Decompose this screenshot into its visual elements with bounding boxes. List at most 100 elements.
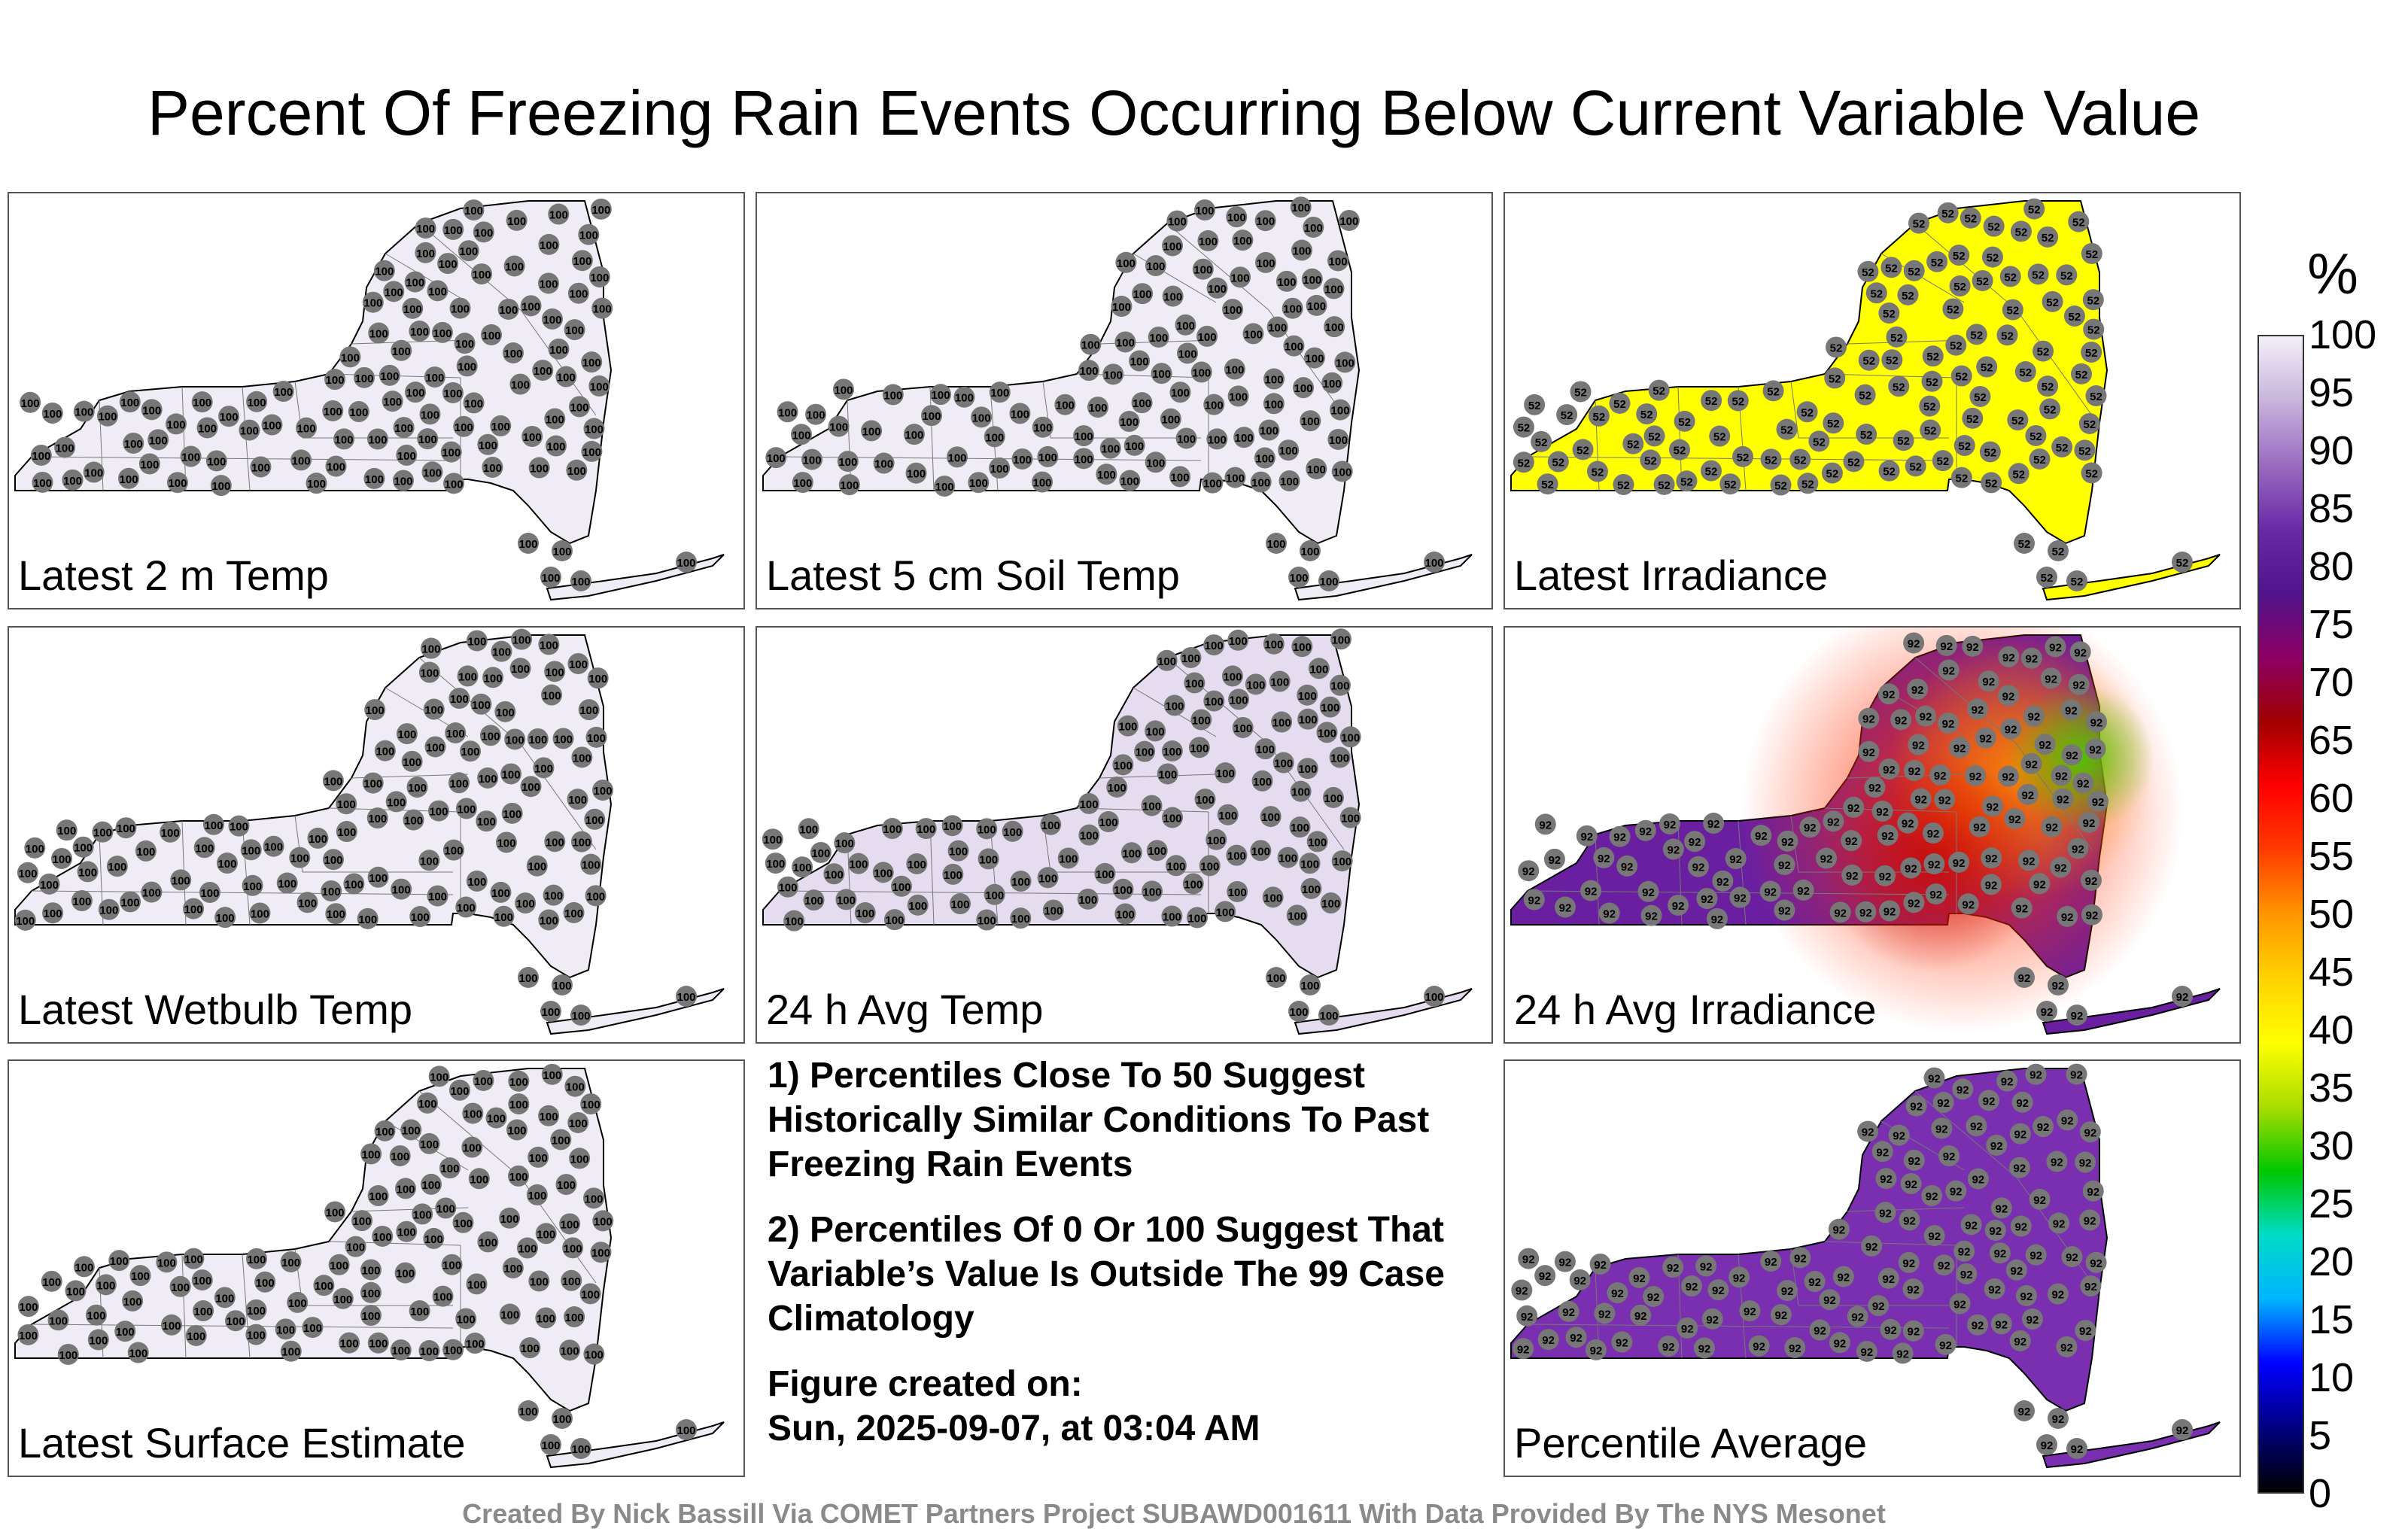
station-value: 100 xyxy=(307,478,326,491)
station-value: 100 xyxy=(917,823,935,836)
station-marker xyxy=(454,333,476,354)
station-marker xyxy=(1299,853,1321,874)
station-marker xyxy=(324,369,346,391)
station-value: 100 xyxy=(1233,235,1252,248)
station-value: 100 xyxy=(116,1326,135,1339)
station-value: 92 xyxy=(2039,739,2051,752)
station-marker xyxy=(1857,260,1879,282)
station-value: 52 xyxy=(2056,442,2069,454)
station-value: 92 xyxy=(1995,1318,2008,1331)
state-outline xyxy=(14,634,613,979)
station-marker xyxy=(528,1270,550,1292)
station-value: 100 xyxy=(391,1150,409,1163)
station-marker xyxy=(379,364,400,386)
station-marker xyxy=(1729,886,1751,908)
station-value: 100 xyxy=(326,1206,345,1219)
station-value: 92 xyxy=(1797,885,1810,898)
station-marker xyxy=(442,839,464,861)
station-marker xyxy=(1215,762,1236,784)
station-marker xyxy=(360,1281,382,1303)
station-marker xyxy=(357,907,379,929)
station-marker xyxy=(1776,418,1798,440)
station-value: 52 xyxy=(2019,366,2032,379)
station-marker xyxy=(418,661,440,683)
station-value: 100 xyxy=(324,775,342,788)
station-marker xyxy=(196,417,218,439)
station-value: 100 xyxy=(507,215,526,228)
station-marker xyxy=(947,840,969,862)
station-marker xyxy=(592,780,614,801)
station-marker xyxy=(1275,270,1297,292)
station-value: 100 xyxy=(324,406,342,418)
station-marker xyxy=(333,428,355,450)
station-marker xyxy=(508,1070,530,1092)
station-value: 100 xyxy=(227,1315,245,1328)
station-marker xyxy=(1288,567,1309,588)
station-value: 92 xyxy=(1603,908,1616,921)
station-value: 100 xyxy=(136,846,155,859)
station-value: 100 xyxy=(977,915,996,928)
panel-24h-avg-irradiance: 92 92 92 92 92 92 92 92 92 92 92 92 92 92 92 92 92 92 92 92… xyxy=(1503,626,2241,1044)
station-marker xyxy=(518,967,539,988)
station-value: 100 xyxy=(1255,453,1274,466)
station-value: 92 xyxy=(1908,897,1920,910)
station-marker xyxy=(14,909,36,931)
station-marker xyxy=(1148,326,1169,348)
station-value: 52 xyxy=(2011,415,2024,427)
station-marker xyxy=(332,1287,354,1309)
station-value: 92 xyxy=(1823,1294,1836,1307)
station-value: 92 xyxy=(2002,652,2015,664)
station-marker xyxy=(1950,365,1972,387)
station-value: 100 xyxy=(593,303,612,316)
station-marker xyxy=(2021,1308,2043,1330)
station-value: 100 xyxy=(424,1233,443,1246)
station-value: 100 xyxy=(354,372,373,385)
station-marker xyxy=(567,282,589,304)
station-marker xyxy=(118,467,140,489)
station-marker xyxy=(1192,258,1214,280)
station-marker xyxy=(2039,398,2061,420)
station-marker xyxy=(1774,899,1795,921)
station-value: 100 xyxy=(403,303,422,316)
station-value: 100 xyxy=(585,814,604,827)
station-value: 100 xyxy=(569,288,588,301)
station-marker xyxy=(1935,1333,1956,1355)
station-marker xyxy=(2051,764,2072,786)
station-marker xyxy=(861,420,883,442)
station-marker xyxy=(941,815,963,837)
station-marker xyxy=(419,403,441,425)
station-value: 92 xyxy=(2041,1006,2054,1019)
station-marker xyxy=(485,1107,507,1129)
station-value: 92 xyxy=(1521,1311,1534,1324)
station-marker xyxy=(449,297,471,319)
station-marker xyxy=(448,688,470,710)
station-marker xyxy=(1190,361,1212,383)
colorbar xyxy=(2258,335,2304,1494)
station-marker xyxy=(402,297,424,319)
station-marker xyxy=(1112,754,1134,776)
station-value: 100 xyxy=(1270,676,1289,689)
station-marker xyxy=(1037,445,1059,467)
station-marker xyxy=(1628,1266,1650,1288)
station-value: 100 xyxy=(518,1243,537,1256)
station-marker xyxy=(389,1145,411,1167)
station-marker xyxy=(73,400,95,422)
station-value: 92 xyxy=(1884,1324,1897,1337)
station-marker xyxy=(1308,658,1330,679)
station-value: 100 xyxy=(482,330,500,342)
station-value: 100 xyxy=(1339,215,1358,228)
station-marker xyxy=(1777,830,1798,852)
station-marker xyxy=(1157,763,1178,785)
station-marker xyxy=(199,881,220,903)
station-marker xyxy=(129,1265,151,1287)
station-value: 52 xyxy=(2085,248,2098,261)
station-value: 92 xyxy=(2002,690,2015,703)
station-marker xyxy=(400,1119,422,1141)
station-marker xyxy=(947,446,968,468)
station-value: 100 xyxy=(403,756,421,769)
station-marker xyxy=(1707,1279,1729,1301)
station-value: 100 xyxy=(1163,291,1182,304)
station-marker xyxy=(72,836,94,858)
station-marker xyxy=(520,295,542,317)
chart-title: Percent Of Freezing Rain Events Occurrin… xyxy=(147,78,2201,148)
